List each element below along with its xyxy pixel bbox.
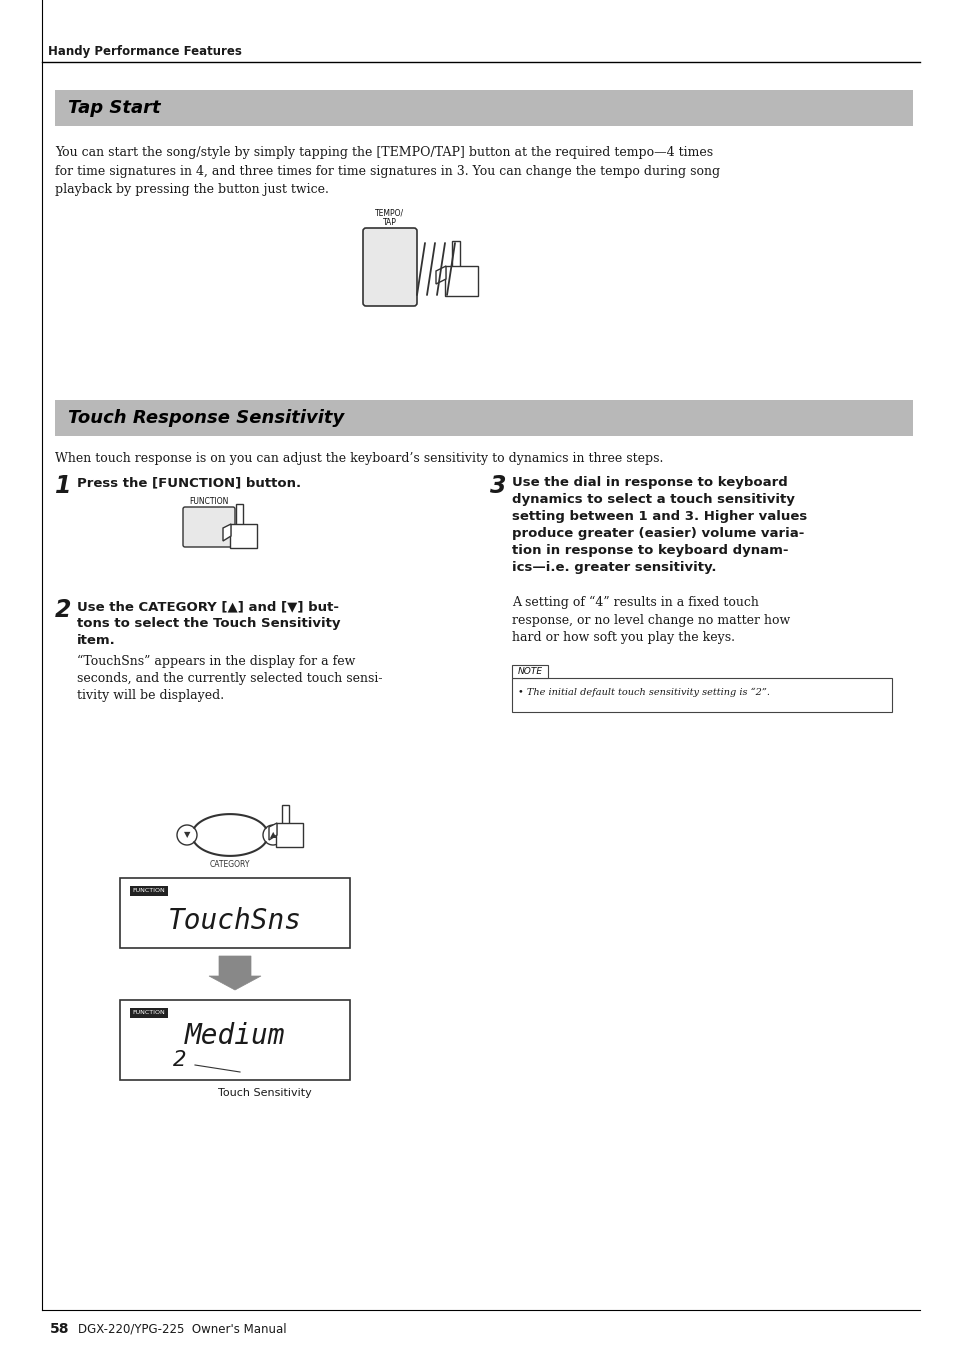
Text: • The initial default touch sensitivity setting is “2”.: • The initial default touch sensitivity … [517, 688, 769, 697]
Circle shape [263, 825, 283, 844]
Text: 3: 3 [490, 474, 506, 499]
Text: CATEGORY: CATEGORY [210, 861, 250, 869]
Text: FUNCTION: FUNCTION [132, 1011, 165, 1016]
Text: TouchSns: TouchSns [168, 907, 302, 935]
Polygon shape [230, 524, 256, 549]
FancyBboxPatch shape [363, 228, 416, 305]
Text: Use the dial in response to keyboard
dynamics to select a touch sensitivity
sett: Use the dial in response to keyboard dyn… [512, 476, 806, 574]
Text: Touch Sensitivity: Touch Sensitivity [218, 1088, 312, 1098]
Bar [55, 91, 912, 126]
Polygon shape [235, 504, 243, 530]
Polygon shape [209, 957, 261, 990]
FancyBboxPatch shape [183, 507, 234, 547]
Text: ▼: ▼ [184, 831, 190, 839]
Text: Medium: Medium [185, 1021, 285, 1050]
Polygon shape [269, 823, 276, 840]
Text: ▲: ▲ [270, 831, 276, 839]
Bar [130, 886, 168, 896]
Bar [512, 678, 891, 712]
Circle shape [177, 825, 196, 844]
Text: Use the CATEGORY [▲] and [▼] but-
tons to select the Touch Sensitivity
item.: Use the CATEGORY [▲] and [▼] but- tons t… [77, 600, 340, 647]
Bar [130, 1008, 168, 1019]
Text: 2: 2 [55, 598, 71, 621]
Text: Touch Response Sensitivity: Touch Response Sensitivity [68, 409, 344, 427]
Text: Tap Start: Tap Start [68, 99, 160, 118]
Polygon shape [436, 266, 446, 284]
Text: DGX-220/YPG-225  Owner's Manual: DGX-220/YPG-225 Owner's Manual [78, 1323, 286, 1335]
Text: “TouchSns” appears in the display for a few
seconds, and the currently selected : “TouchSns” appears in the display for a … [77, 655, 382, 703]
Text: A setting of “4” results in a fixed touch
response, or no level change no matter: A setting of “4” results in a fixed touc… [512, 596, 789, 644]
Polygon shape [223, 524, 231, 540]
Text: Press the [FUNCTION] button.: Press the [FUNCTION] button. [77, 476, 301, 489]
Bar [120, 1000, 350, 1079]
Text: FUNCTION: FUNCTION [189, 497, 229, 507]
Text: 1: 1 [55, 474, 71, 499]
Polygon shape [282, 805, 289, 830]
Polygon shape [444, 266, 477, 296]
FancyBboxPatch shape [512, 665, 547, 678]
Text: 58: 58 [50, 1323, 70, 1336]
Bar [120, 878, 350, 948]
Text: FUNCTION: FUNCTION [132, 889, 165, 893]
Text: 2: 2 [173, 1050, 187, 1070]
Text: Handy Performance Features: Handy Performance Features [48, 45, 242, 58]
Bar [55, 400, 912, 436]
Polygon shape [452, 240, 459, 273]
Text: TEMPO/
TAP: TEMPO/ TAP [375, 208, 404, 227]
Polygon shape [275, 823, 303, 847]
Text: When touch response is on you can adjust the keyboard’s sensitivity to dynamics : When touch response is on you can adjust… [55, 453, 662, 465]
Text: NOTE: NOTE [517, 667, 542, 677]
Text: You can start the song/style by simply tapping the [TEMPO/TAP] button at the req: You can start the song/style by simply t… [55, 146, 720, 196]
